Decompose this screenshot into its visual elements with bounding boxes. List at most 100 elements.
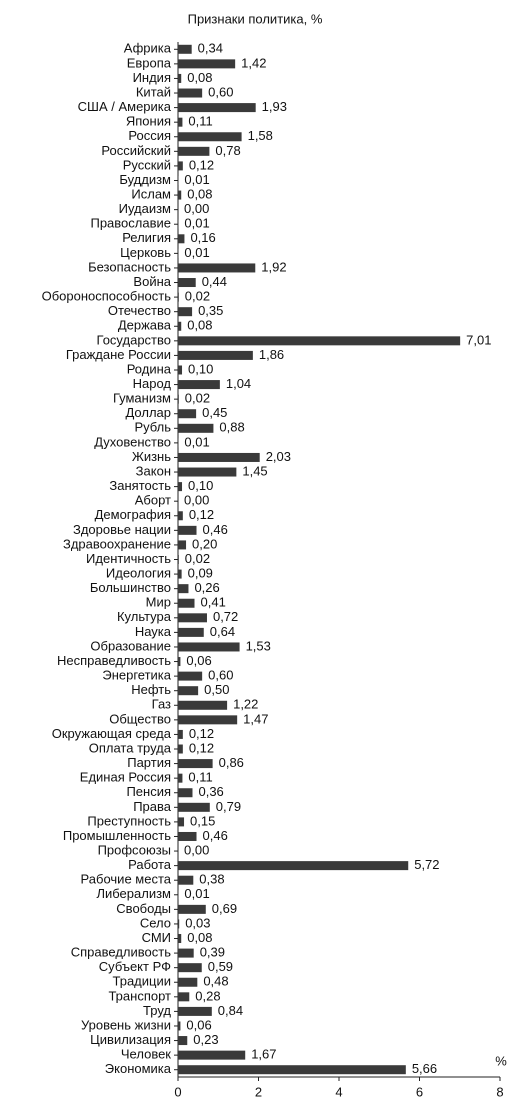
bar: [178, 278, 196, 288]
value-label: 0,64: [210, 624, 235, 639]
value-label: 0,10: [188, 478, 213, 493]
y-tick-label: СМИ: [142, 930, 171, 945]
y-tick-label: Профсоюзы: [98, 842, 171, 857]
y-tick-label: Китай: [136, 84, 171, 99]
value-label: 0,08: [187, 70, 212, 85]
bar: [178, 511, 183, 521]
y-tick-label: Общество: [109, 711, 171, 726]
y-tick-label: Справедливость: [71, 945, 171, 960]
bar: [178, 292, 179, 302]
x-tick-label: 0: [174, 1084, 181, 1099]
value-label: 0,12: [189, 726, 214, 741]
value-label: 0,08: [187, 930, 212, 945]
bar: [178, 132, 242, 142]
y-tick-label: Промышленность: [63, 828, 171, 843]
y-tick-label: Европа: [127, 55, 172, 70]
value-label: 0,46: [203, 828, 228, 843]
value-label: 1,53: [246, 638, 271, 653]
y-tick-label: Россия: [128, 128, 171, 143]
bar: [178, 423, 214, 433]
value-label: 0,60: [208, 84, 233, 99]
y-tick-label: Свободы: [116, 901, 171, 916]
y-tick-label: Гуманизм: [113, 391, 171, 406]
y-tick-label: Держава: [118, 318, 172, 333]
value-label: 1,47: [243, 711, 268, 726]
y-tick-label: Родина: [127, 361, 172, 376]
bar: [178, 44, 192, 54]
y-tick-label: Субъект РФ: [99, 959, 171, 974]
y-tick-label: Партия: [127, 755, 171, 770]
bar: [178, 467, 237, 477]
value-label: 0,79: [216, 799, 241, 814]
y-tick-label: Наука: [135, 624, 172, 639]
y-tick-label: Здоровье нации: [73, 522, 171, 537]
bar: [178, 569, 182, 579]
y-tick-label: Идентичность: [86, 551, 171, 566]
bar: [178, 336, 461, 346]
bar: [178, 73, 182, 83]
y-tick-label: Духовенство: [94, 434, 171, 449]
bar: [178, 394, 179, 404]
chart-title: Признаки политика, %: [188, 11, 323, 26]
bar: [178, 759, 213, 769]
bar: [178, 598, 195, 608]
value-label: 0,86: [219, 755, 244, 770]
y-tick-label: Оплата труда: [89, 740, 172, 755]
bar: [178, 380, 220, 390]
value-label: 0,38: [199, 872, 224, 887]
y-tick-label: Культура: [117, 609, 172, 624]
value-label: 1,22: [233, 697, 258, 712]
y-tick-label: Либерализм: [96, 886, 171, 901]
value-label: 0,01: [184, 172, 209, 187]
bar: [178, 729, 183, 739]
value-label: 7,01: [466, 332, 491, 347]
value-label: 0,44: [202, 274, 227, 289]
y-tick-label: США / Америка: [78, 99, 172, 114]
bar: [178, 525, 197, 535]
value-label: 0,00: [184, 493, 209, 508]
value-label: 0,41: [201, 595, 226, 610]
bar: [178, 161, 183, 171]
bar: [178, 934, 182, 944]
y-tick-label: Несправедливость: [57, 653, 171, 668]
value-label: 1,92: [261, 259, 286, 274]
y-tick-label: Здравоохранение: [63, 536, 171, 551]
value-label: 0,50: [204, 682, 229, 697]
bar: [178, 555, 179, 564]
y-tick-label: Русский: [123, 157, 171, 172]
y-tick-label: Традиции: [113, 974, 172, 989]
y-tick-label: Права: [133, 799, 172, 814]
bar: [178, 861, 409, 871]
y-tick-label: Идеология: [106, 566, 171, 581]
y-tick-label: Буддизм: [119, 172, 171, 187]
bar: [178, 584, 189, 594]
y-tick-label: Окружающая среда: [52, 726, 172, 741]
value-label: 0,36: [198, 784, 223, 799]
x-tick-label: 4: [335, 1084, 342, 1099]
bar: [178, 773, 183, 783]
bar: [178, 263, 256, 273]
y-tick-label: Образование: [90, 638, 171, 653]
x-tick-label: 2: [255, 1084, 262, 1099]
bar: [178, 788, 193, 798]
y-tick-label: Работа: [128, 857, 172, 872]
value-label: 0,69: [212, 901, 237, 916]
y-tick-label: Жизнь: [132, 449, 171, 464]
bar: [178, 117, 183, 127]
bar: [178, 948, 194, 958]
value-label: 0,35: [198, 303, 223, 318]
y-tick-label: Народ: [133, 376, 172, 391]
bar: [178, 146, 210, 156]
bar: [178, 904, 206, 914]
value-label: 0,03: [185, 915, 210, 930]
x-tick-label: 8: [496, 1084, 503, 1099]
bar: [178, 1021, 181, 1031]
y-tick-label: Нефть: [131, 682, 171, 697]
bar: [178, 321, 182, 331]
y-tick-label: Православие: [90, 216, 171, 231]
value-label: 0,02: [185, 551, 210, 566]
value-label: 0,02: [185, 391, 210, 406]
value-label: 0,01: [184, 216, 209, 231]
bar: [178, 59, 236, 69]
bar: [178, 452, 260, 462]
